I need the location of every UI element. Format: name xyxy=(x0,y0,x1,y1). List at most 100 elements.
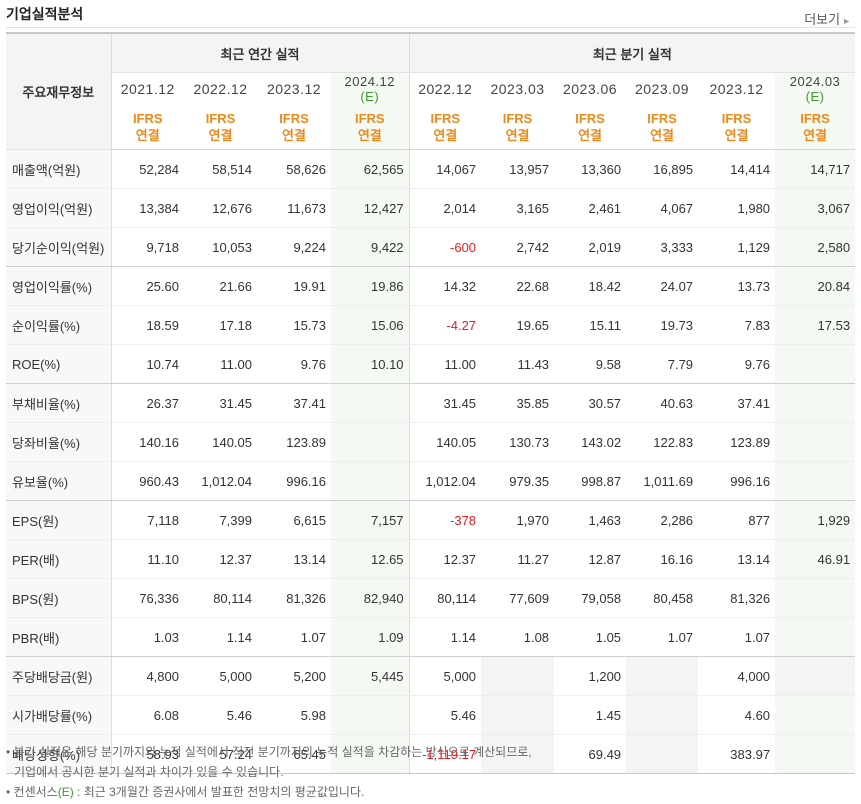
value-cell: 17.18 xyxy=(184,305,257,345)
value-cell: 17.53 xyxy=(775,305,856,345)
value-cell: 6.08 xyxy=(110,695,184,735)
more-label: 더보기 xyxy=(804,12,841,27)
value-cell: 1.07 xyxy=(257,617,331,657)
ifrs-header: IFRS 연결 xyxy=(110,105,184,150)
value-cell: 5.46 xyxy=(184,695,257,735)
more-link[interactable]: 더보기 ► xyxy=(804,9,851,28)
value-cell: 11.00 xyxy=(184,344,257,384)
value-cell: 6,615 xyxy=(257,500,331,540)
value-cell: 1,970 xyxy=(481,500,555,540)
value-cell: 31.45 xyxy=(184,383,257,423)
value-cell: 62,565 xyxy=(331,149,410,189)
value-cell: 1.07 xyxy=(698,617,776,657)
value-cell: 2,461 xyxy=(554,188,627,228)
row-label: BPS(원) xyxy=(6,578,111,618)
value-cell: 5.98 xyxy=(257,695,331,735)
value-cell: 16.16 xyxy=(626,539,699,579)
value-cell: 19.86 xyxy=(331,266,410,306)
value-cell: 20.84 xyxy=(775,266,856,306)
consolidated-label: 연결 xyxy=(505,128,530,143)
row-label: 당기순이익(억원) xyxy=(6,227,111,267)
value-cell xyxy=(481,734,555,774)
value-cell: 7,157 xyxy=(331,500,410,540)
value-cell: 58,514 xyxy=(184,149,257,189)
value-cell xyxy=(775,734,856,774)
value-cell: 122.83 xyxy=(626,422,699,462)
value-cell: 80,114 xyxy=(184,578,257,618)
table-row: 당기순이익(억원) 9,718 10,053 9,224 9,422 -600 2,742 2… xyxy=(6,227,856,267)
title-divider xyxy=(6,27,855,28)
value-cell: 123.89 xyxy=(698,422,776,462)
value-cell: 37.41 xyxy=(698,383,776,423)
value-cell: 1,012.04 xyxy=(184,461,257,501)
value-cell: 140.05 xyxy=(184,422,257,462)
value-cell: 143.02 xyxy=(554,422,627,462)
value-cell: 1,980 xyxy=(698,188,776,228)
value-cell: 9.58 xyxy=(554,344,627,384)
value-cell: 11.00 xyxy=(408,344,482,384)
value-cell: 14,717 xyxy=(775,149,856,189)
footnote-1b: 기업에서 공시한 분기 실적과 차이가 있을 수 있습니다. xyxy=(6,762,532,782)
footnote-2: • 컨센서스(E) : 최근 3개월간 증권사에서 발표한 전망치의 평균값입니… xyxy=(6,785,365,799)
value-cell: 9,224 xyxy=(257,227,331,267)
ifrs-header: IFRS 연결 xyxy=(554,105,627,150)
value-cell: 12,676 xyxy=(184,188,257,228)
value-cell: 4.60 xyxy=(698,695,776,735)
value-cell xyxy=(481,656,555,696)
ifrs-label: IFRS xyxy=(354,111,385,126)
value-cell: 9.76 xyxy=(698,344,776,384)
estimate-mark: (E) xyxy=(360,89,380,104)
ifrs-label: IFRS xyxy=(647,111,677,126)
period-header: 2023.03 xyxy=(490,81,545,97)
value-cell xyxy=(775,656,856,696)
table-row: 배당성향(%) 58.93 57.24 65.45 -1,119.17 69.49 383.… xyxy=(6,734,856,774)
value-cell: 19.65 xyxy=(481,305,555,345)
value-cell: 13,957 xyxy=(481,149,555,189)
value-cell: 22.68 xyxy=(481,266,555,306)
value-cell: 24.07 xyxy=(626,266,699,306)
value-cell: 80,458 xyxy=(626,578,699,618)
consolidated-label: 연결 xyxy=(650,128,674,143)
value-cell: 998.87 xyxy=(554,461,627,501)
value-cell: 77,609 xyxy=(481,578,555,618)
value-cell: 4,800 xyxy=(110,656,184,696)
table-row: 부채비율(%) 26.37 31.45 37.41 31.45 35.85 30.57 40.… xyxy=(6,383,856,423)
ifrs-label: IFRS xyxy=(502,111,533,126)
consolidated-label: 연결 xyxy=(135,128,160,143)
value-cell: 12.87 xyxy=(554,539,627,579)
value-cell: 19.91 xyxy=(257,266,331,306)
value-cell: 1,929 xyxy=(775,500,856,540)
value-cell: 81,326 xyxy=(698,578,776,618)
financial-table: 주요재무정보 최근 연간 실적 최근 분기 실적 2021.12 2022.12 2… xyxy=(6,32,856,774)
value-cell: 12.65 xyxy=(331,539,410,579)
value-cell: 46.91 xyxy=(775,539,856,579)
value-cell: -600 xyxy=(408,227,482,267)
value-cell: 10.74 xyxy=(110,344,184,384)
value-cell: 1,200 xyxy=(554,656,627,696)
table-row: 영업이익(억원) 13,384 12,676 11,673 12,427 2,014 3,1… xyxy=(6,188,856,228)
ifrs-header: IFRS 연결 xyxy=(331,105,410,150)
value-cell xyxy=(775,578,856,618)
consolidated-label: 연결 xyxy=(803,128,828,143)
row-label: 순이익률(%) xyxy=(6,305,111,345)
value-cell xyxy=(331,383,410,423)
value-cell: 13.14 xyxy=(257,539,331,579)
consolidated-label: 연결 xyxy=(357,128,382,143)
value-cell xyxy=(775,344,856,384)
consolidated-label: 연결 xyxy=(282,128,306,143)
value-cell: 25.60 xyxy=(110,266,184,306)
value-cell: 14,067 xyxy=(408,149,482,189)
period-header: 2022.12 xyxy=(408,72,482,105)
value-cell: 7.83 xyxy=(698,305,776,345)
value-cell: 52,284 xyxy=(110,149,184,189)
table-row: ROE(%) 10.74 11.00 9.76 10.10 11.00 11.43 9.58 7… xyxy=(6,344,856,384)
value-cell: 13.14 xyxy=(698,539,776,579)
value-cell: 1.09 xyxy=(331,617,410,657)
value-cell: 4,000 xyxy=(698,656,776,696)
row-label: 배당성향(%) xyxy=(6,734,111,774)
value-cell: 2,580 xyxy=(775,227,856,267)
value-cell: 37.41 xyxy=(257,383,331,423)
value-cell: 1.07 xyxy=(626,617,699,657)
value-cell: 14.32 xyxy=(408,266,482,306)
value-cell: 12,427 xyxy=(331,188,410,228)
